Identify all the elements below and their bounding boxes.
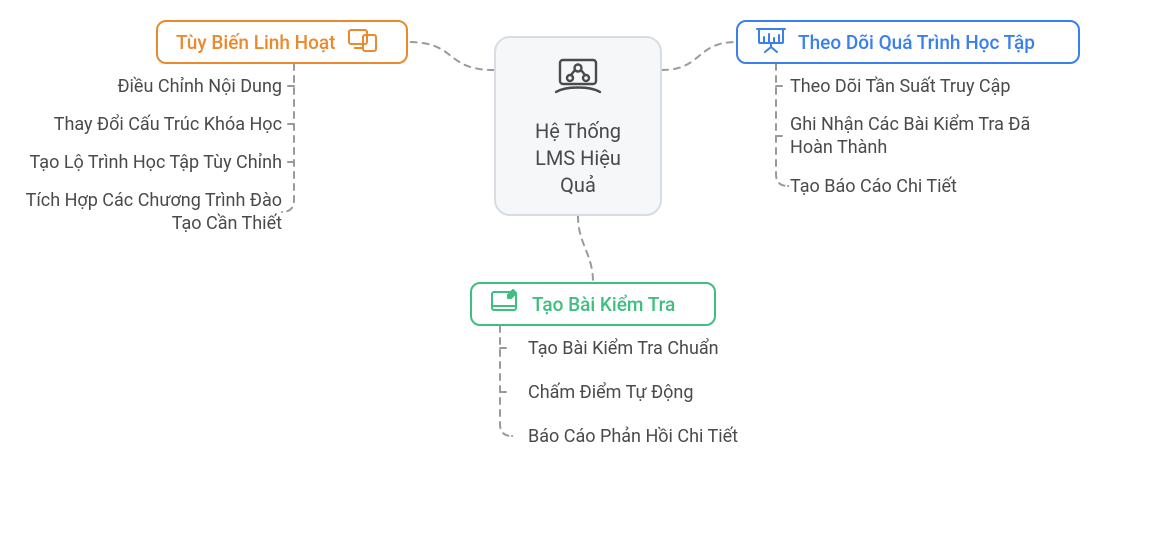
center-label: Hệ ThốngLMS HiệuQuả [535, 118, 621, 199]
branch-customization: Tùy Biến Linh Hoạt [156, 20, 408, 64]
branch-quiz: Tạo Bài Kiểm Tra [470, 282, 716, 326]
sub-item: Điều Chỉnh Nội Dung [0, 76, 282, 99]
sub-item: Tạo Bài Kiểm Tra Chuẩn [528, 338, 848, 361]
devices-icon [348, 27, 378, 58]
branch-tracking: Theo Dõi Quá Trình Học Tập [736, 20, 1080, 64]
sub-item: Thay Đổi Cấu Trúc Khóa Học [0, 114, 282, 137]
sub-item: Tạo Lộ Trình Học Tập Tùy Chỉnh [0, 152, 282, 175]
sub-item: Theo Dõi Tần Suất Truy Cập [790, 76, 1110, 99]
sub-item: Tích Hợp Các Chương Trình ĐàoTạo Cần Thi… [0, 190, 282, 235]
branch-tracking-title: Theo Dõi Quá Trình Học Tập [798, 31, 1035, 54]
learning-icon [552, 56, 604, 104]
tablet-icon [490, 289, 520, 320]
branch-quiz-title: Tạo Bài Kiểm Tra [532, 293, 675, 316]
sub-item: Chấm Điểm Tự Động [528, 382, 848, 405]
sub-item: Tạo Báo Cáo Chi Tiết [790, 176, 1110, 199]
sub-item: Ghi Nhận Các Bài Kiểm Tra ĐãHoàn Thành [790, 114, 1110, 159]
sub-item: Báo Cáo Phản Hồi Chi Tiết [528, 426, 848, 449]
presentation-icon [756, 26, 786, 59]
center-node: Hệ ThốngLMS HiệuQuả [494, 36, 662, 216]
diagram-canvas: Hệ ThốngLMS HiệuQuả Tùy Biến Linh Hoạt [0, 0, 1172, 542]
branch-customization-title: Tùy Biến Linh Hoạt [176, 31, 336, 54]
